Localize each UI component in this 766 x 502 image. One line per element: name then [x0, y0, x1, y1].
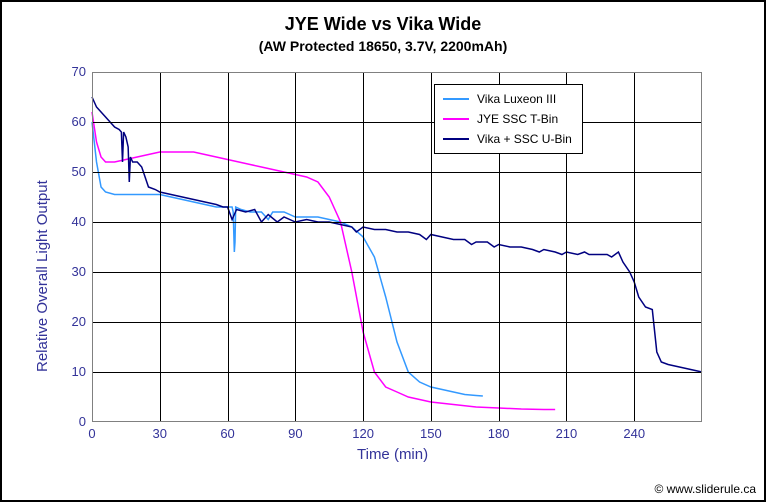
legend-swatch: [443, 98, 469, 100]
plot-border: [92, 72, 702, 422]
legend-label: Vika Luxeon III: [477, 92, 556, 106]
xtick-label: 180: [484, 426, 514, 441]
ytick-label: 40: [56, 214, 86, 229]
xtick-label: 90: [280, 426, 310, 441]
ytick-label: 70: [56, 64, 86, 79]
xtick-label: 150: [416, 426, 446, 441]
legend-swatch: [443, 118, 469, 120]
ytick-label: 20: [56, 314, 86, 329]
legend-item: JYE SSC T-Bin: [443, 109, 572, 129]
xtick-label: 60: [213, 426, 243, 441]
credit-text: © www.sliderule.ca: [654, 482, 756, 496]
legend-item: Vika Luxeon III: [443, 89, 572, 109]
y-axis-label: Relative Overall Light Output: [34, 180, 51, 372]
xtick-label: 210: [551, 426, 581, 441]
legend-label: Vika + SSC U-Bin: [477, 132, 572, 146]
legend-swatch: [443, 138, 469, 140]
xtick-label: 120: [348, 426, 378, 441]
legend-label: JYE SSC T-Bin: [477, 112, 558, 126]
ytick-label: 30: [56, 264, 86, 279]
ytick-label: 60: [56, 114, 86, 129]
xtick-label: 240: [619, 426, 649, 441]
ytick-label: 10: [56, 364, 86, 379]
xtick-label: 0: [77, 426, 107, 441]
chart-frame: JYE Wide vs Vika Wide (AW Protected 1865…: [0, 0, 766, 502]
legend: Vika Luxeon III JYE SSC T-Bin Vika + SSC U…: [434, 84, 583, 154]
chart-subtitle: (AW Protected 18650, 3.7V, 2200mAh): [2, 38, 764, 54]
x-axis-label: Time (min): [357, 446, 428, 463]
plot-area: [92, 72, 702, 422]
xtick-label: 30: [145, 426, 175, 441]
chart-title: JYE Wide vs Vika Wide: [2, 14, 764, 35]
ytick-label: 50: [56, 164, 86, 179]
legend-item: Vika + SSC U-Bin: [443, 129, 572, 149]
